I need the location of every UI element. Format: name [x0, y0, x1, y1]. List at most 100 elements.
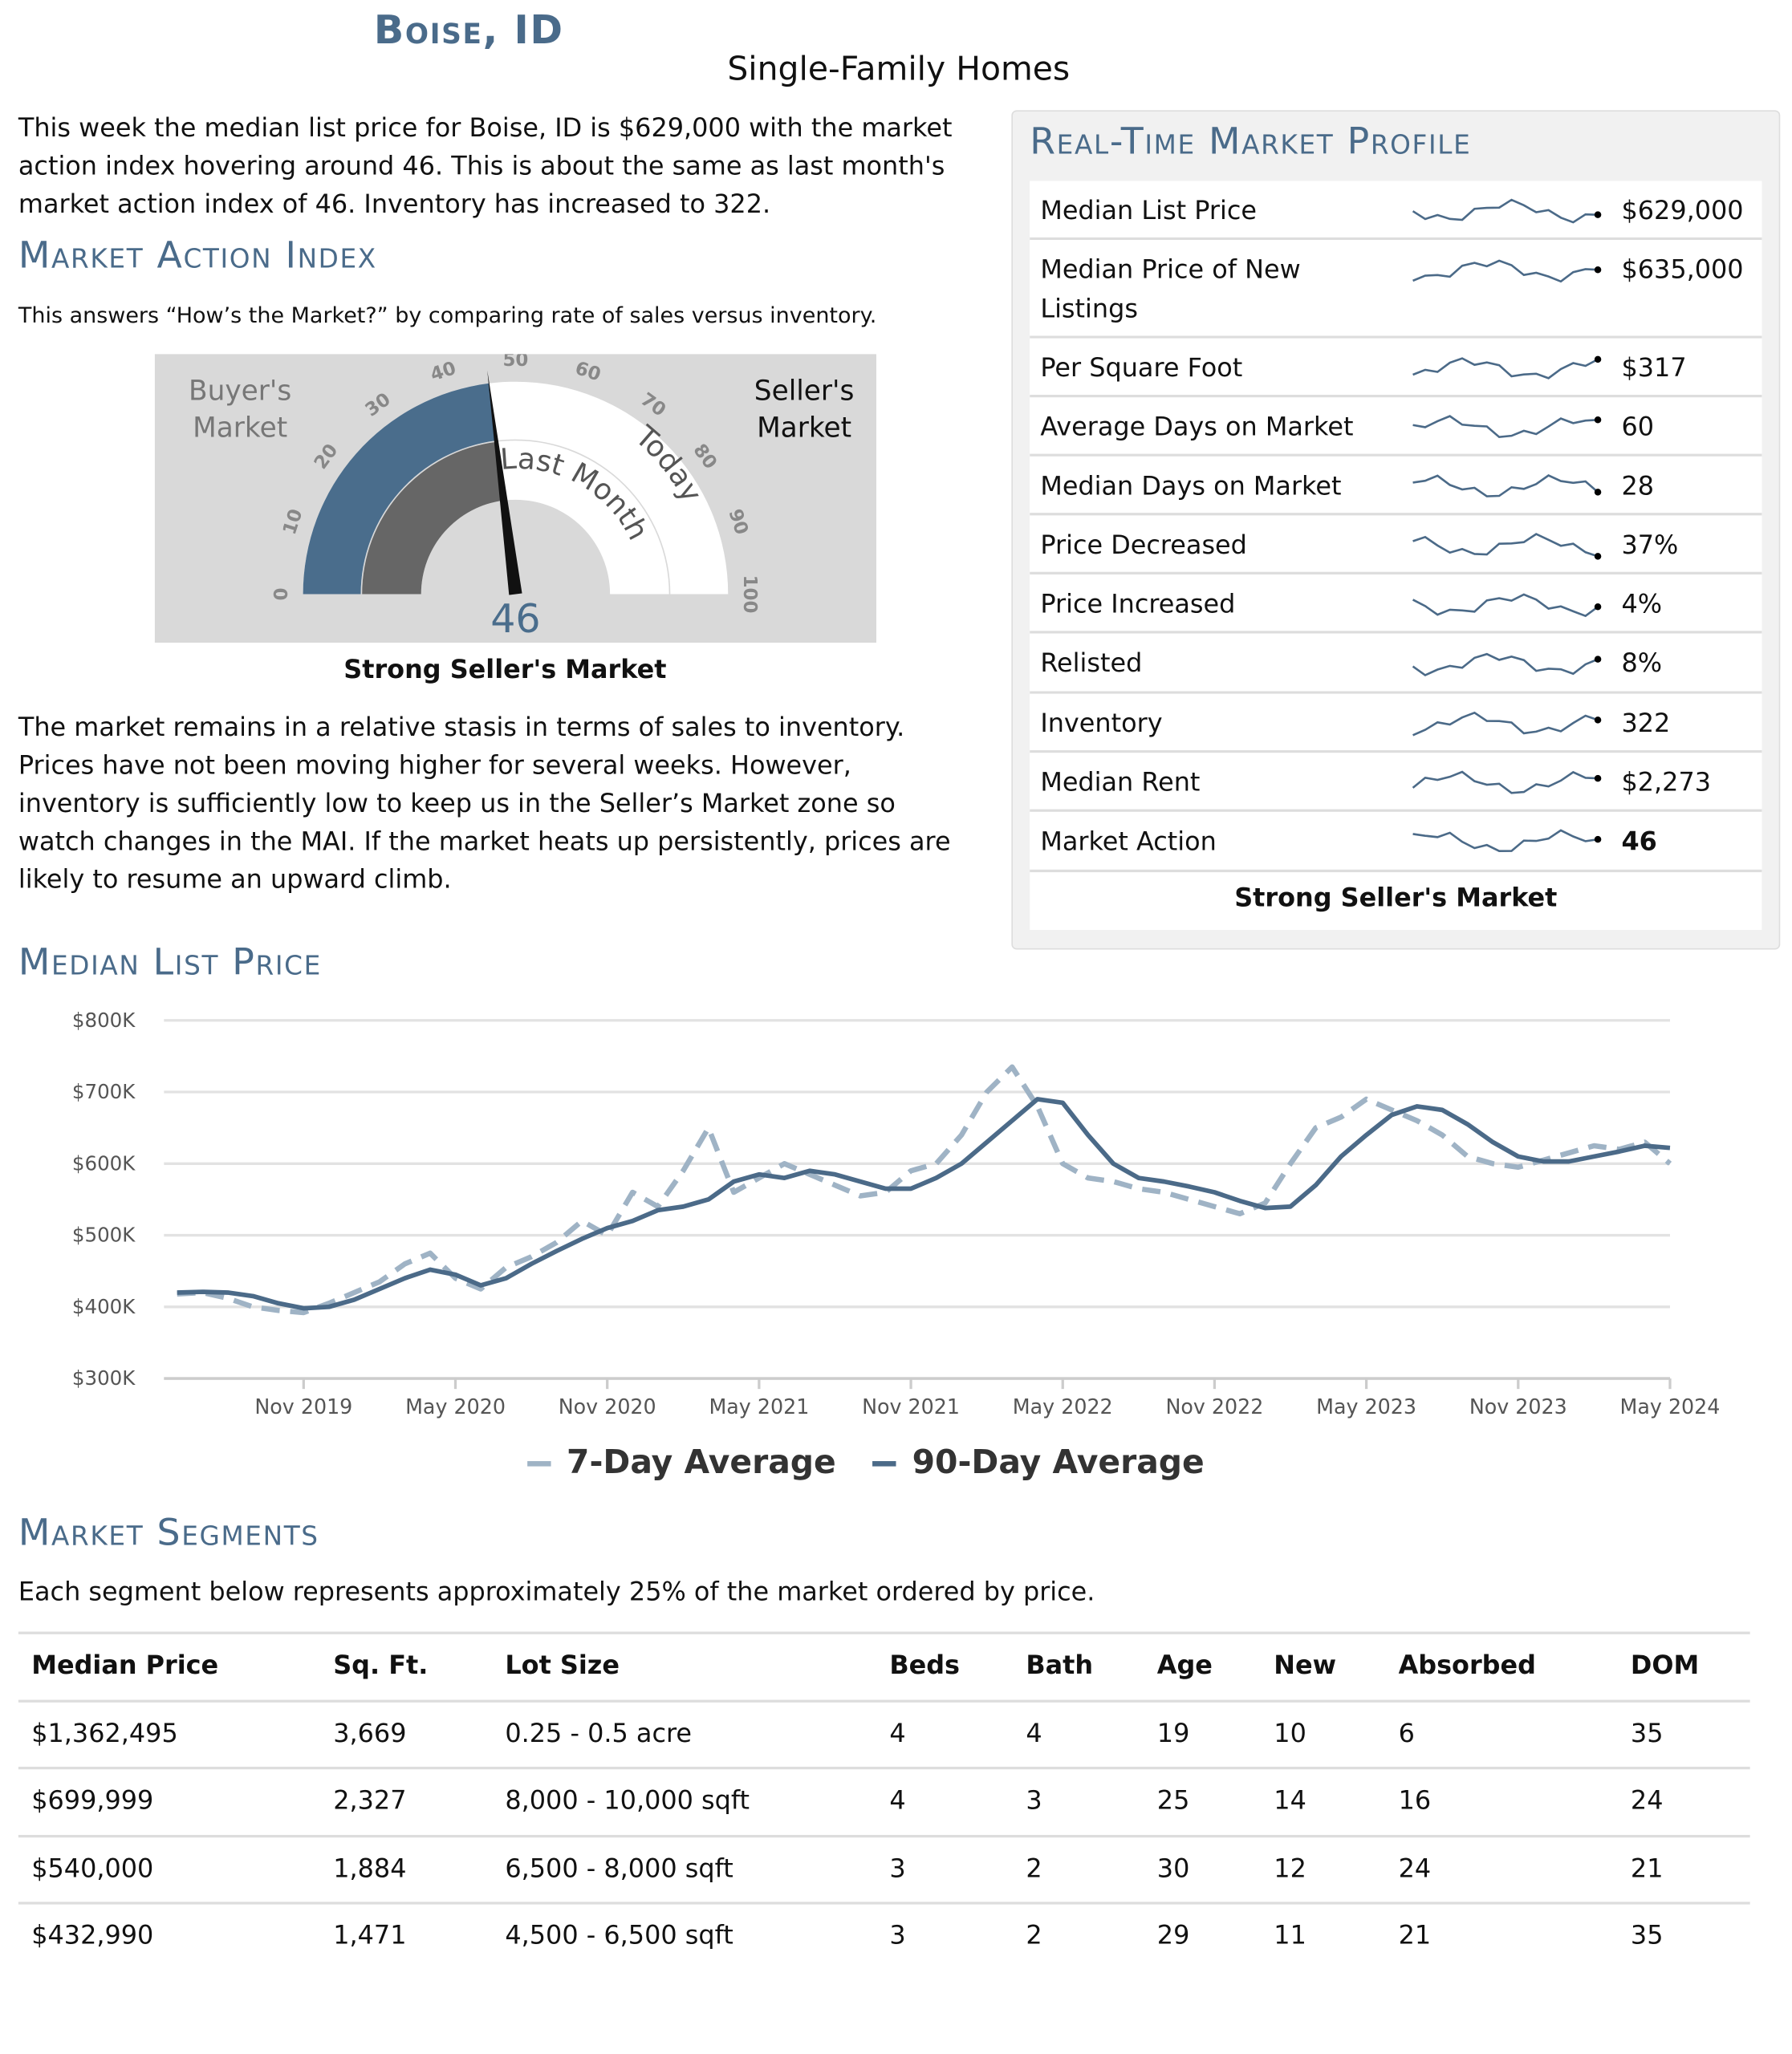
- table-cell: 2: [1026, 1920, 1042, 1950]
- section-heading: Market Action Index: [18, 233, 377, 277]
- gauge-tick-label: 90: [724, 506, 752, 537]
- sparkline: [1412, 652, 1602, 677]
- sparkline-line: [1412, 198, 1599, 224]
- intro: This week the median list price for Bois…: [18, 112, 953, 219]
- commentary: The market remains in a relative stasis …: [18, 712, 951, 895]
- profile-verdict: Strong Seller's Market: [1234, 883, 1558, 913]
- profile-row: Median Price of New Listings $635,000: [1030, 240, 1762, 339]
- row-divider: [18, 1834, 1750, 1837]
- sparkline-line: [1412, 711, 1599, 737]
- x-tick-label: Nov 2023: [1469, 1394, 1567, 1419]
- table-cell: 24: [1398, 1853, 1432, 1883]
- legend-swatch: [526, 1461, 551, 1467]
- sparkline-dot: [1594, 774, 1602, 782]
- profile-row: Per Square Foot $317: [1030, 338, 1762, 398]
- profile-label: Inventory: [1040, 708, 1163, 739]
- profile-row: Median List Price $629,000: [1030, 181, 1762, 241]
- description: This answers “How’s the Market?” by comp…: [18, 302, 877, 328]
- sparkline-dot: [1594, 553, 1602, 560]
- x-tick-label: May 2022: [1013, 1394, 1113, 1419]
- table-cell: 25: [1156, 1785, 1190, 1816]
- profile-value: $635,000: [1621, 254, 1744, 285]
- sparkline-dot: [1594, 489, 1602, 496]
- gauge-value: 46: [490, 595, 540, 642]
- section-heading: Market Segments: [18, 1511, 319, 1555]
- profile-heading: Real-Time Market Profile: [1030, 119, 1472, 163]
- section-heading: Median List Price: [18, 940, 322, 984]
- x-tick-label: May 2021: [709, 1394, 809, 1419]
- legend-item: 7-Day Average: [526, 1443, 836, 1481]
- legend-label: 90-Day Average: [912, 1443, 1205, 1481]
- subtitle: Single-Family Homes: [727, 50, 1071, 88]
- table-cell: 0.25 - 0.5 acre: [505, 1718, 693, 1749]
- sparkline-dot: [1594, 416, 1602, 424]
- sparkline-line: [1412, 652, 1599, 677]
- table-cell: $699,999: [31, 1785, 154, 1816]
- table-cell: 10: [1274, 1718, 1306, 1749]
- table-cell: 35: [1630, 1718, 1664, 1749]
- gauge-tick-label: 70: [636, 389, 669, 421]
- profile-row: Median Days on Market 28: [1030, 456, 1762, 516]
- y-tick-label: $500K: [72, 1224, 136, 1247]
- table-cell: 3,669: [333, 1718, 407, 1749]
- table-cell: 2: [1026, 1853, 1042, 1883]
- needle: [487, 370, 522, 595]
- profile-value: 60: [1621, 412, 1655, 442]
- sparkline-dot: [1594, 603, 1602, 611]
- last-month-arc: [362, 441, 504, 595]
- gauge-tick-label: 0: [271, 588, 292, 601]
- gauge-verdict: Strong Seller's Market: [343, 654, 667, 685]
- buyers-label: Buyer's Market: [189, 375, 292, 444]
- profile-label: Median Rent: [1040, 767, 1201, 798]
- y-tick-label: $700K: [72, 1080, 136, 1103]
- sparkline-dot: [1594, 355, 1602, 363]
- column-header: Beds: [889, 1650, 961, 1681]
- gauge-tick-label: 40: [428, 358, 458, 386]
- sparkline: [1412, 415, 1602, 439]
- profile-row: Median Rent $2,273: [1030, 753, 1762, 812]
- table-cell: 16: [1398, 1785, 1432, 1816]
- sparkline: [1412, 829, 1602, 852]
- table-cell: 3: [889, 1920, 906, 1950]
- y-tick-label: $400K: [72, 1295, 136, 1318]
- column-header: Bath: [1026, 1650, 1094, 1681]
- profile-label: Per Square Foot: [1040, 352, 1243, 384]
- table-cell: $1,362,495: [31, 1718, 178, 1749]
- sparkline-line: [1412, 533, 1599, 558]
- table-cell: 6: [1398, 1718, 1415, 1749]
- table-cell: 1,471: [333, 1920, 407, 1950]
- table-cell: 30: [1156, 1853, 1190, 1883]
- profile-value: 37%: [1621, 530, 1679, 561]
- sparkline: [1412, 259, 1602, 283]
- legend-swatch: [872, 1461, 896, 1467]
- sparkline: [1412, 474, 1602, 497]
- gauge-tick-label: 50: [503, 354, 529, 371]
- table-cell: 1,884: [333, 1853, 407, 1883]
- table-cell: 19: [1156, 1718, 1190, 1749]
- sparkline-line: [1412, 259, 1599, 283]
- gauge-tick-label: 100: [739, 575, 760, 614]
- profile-row: Inventory 322: [1030, 693, 1762, 753]
- table-cell: 3: [889, 1853, 906, 1883]
- profile-value: 46: [1621, 826, 1657, 857]
- sparkline-dot: [1594, 656, 1602, 663]
- sellers-label: Seller's Market: [754, 375, 855, 444]
- table-cell: 11: [1274, 1920, 1306, 1950]
- legend-label: 7-Day Average: [567, 1443, 836, 1481]
- price-chart: $300K $400K $500K $600K $700K $800K Nov 2019 Ma…: [72, 1009, 1721, 1419]
- profile-label: Market Action: [1040, 826, 1217, 857]
- profile-value: 8%: [1621, 647, 1663, 679]
- gauge-tick-label: 30: [362, 389, 395, 421]
- table-cell: 6,500 - 8,000 sqft: [505, 1853, 733, 1883]
- table-cell: 14: [1274, 1785, 1306, 1816]
- column-header: Lot Size: [505, 1650, 620, 1681]
- x-tick-label: May 2020: [405, 1394, 506, 1419]
- table-cell: 2,327: [333, 1785, 407, 1816]
- sparkline: [1412, 198, 1602, 224]
- profile-row: Relisted 8%: [1030, 633, 1762, 694]
- row-divider: [18, 1902, 1750, 1905]
- table-cell: 35: [1630, 1920, 1664, 1950]
- table-cell: 4,500 - 6,500 sqft: [505, 1920, 733, 1950]
- series-line: [177, 1064, 1672, 1316]
